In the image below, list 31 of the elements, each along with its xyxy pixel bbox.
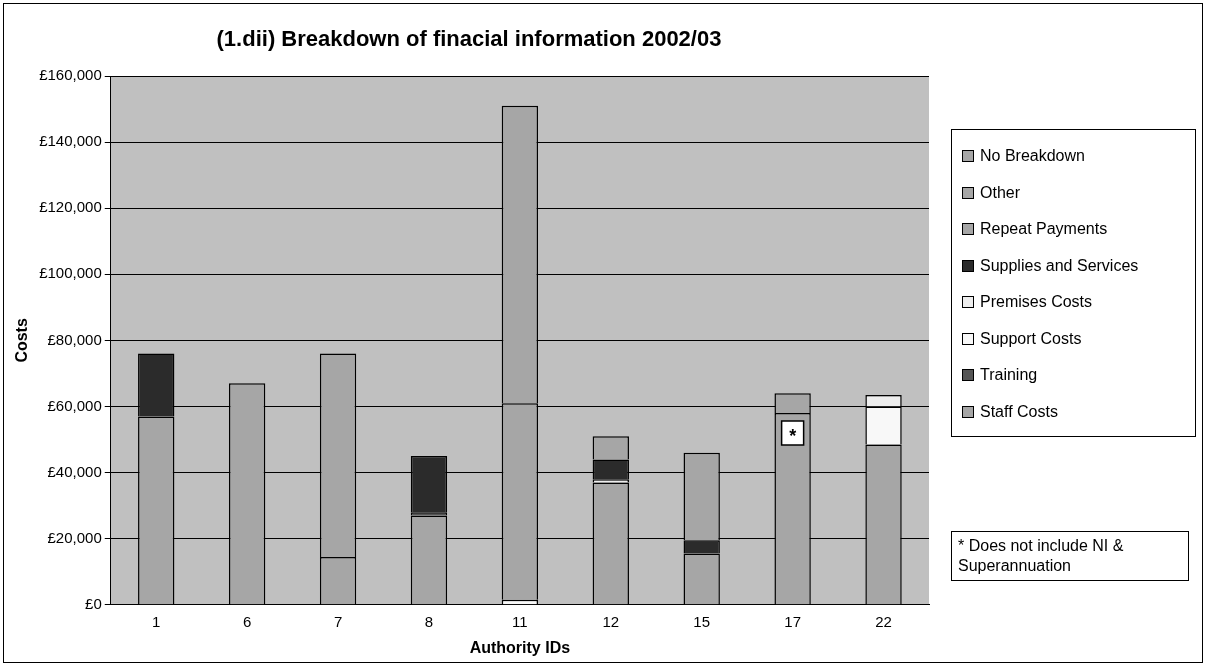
- y-tick-label: £0: [85, 594, 102, 612]
- y-tick-label: £40,000: [47, 462, 102, 480]
- text: * Does not include NI & Superannuation: [951, 531, 1189, 581]
- y-tick-label: £160,000: [39, 66, 102, 84]
- x-axis-title: Authority IDs: [469, 638, 571, 656]
- legend-label: No Breakdown: [980, 147, 1085, 166]
- legend-label: Support Costs: [980, 329, 1082, 348]
- x-tick-label: 1: [152, 612, 161, 630]
- x-tick-label: 8: [424, 612, 434, 630]
- y-tick-label: £120,000: [39, 198, 102, 216]
- x-tick-label: 12: [602, 612, 620, 630]
- legend-label: Repeat Payments: [980, 220, 1108, 239]
- y-tick-label: £20,000: [47, 528, 102, 546]
- y-tick-label: £140,000: [39, 132, 102, 150]
- x-tick-label: 6: [242, 612, 252, 630]
- legend-label: Premises Costs: [980, 293, 1093, 312]
- x-tick-label: 11: [512, 612, 528, 630]
- x-tick-label: 15: [693, 612, 711, 630]
- y-axis-title: Costs: [13, 318, 31, 363]
- legend-label: Supplies and Services: [980, 256, 1139, 275]
- chart-title: (1.dii) Breakdown of finacial information 2002/03: [215, 26, 723, 52]
- legend-label: Other: [980, 183, 1021, 202]
- y-tick-label: £80,000: [47, 330, 102, 348]
- legend-label: Training: [980, 366, 1038, 385]
- y-tick-label: £60,000: [47, 396, 102, 414]
- x-tick-label: 17: [784, 612, 801, 630]
- x-tick-label: 7: [333, 612, 343, 630]
- annotation: *: [789, 425, 797, 446]
- x-tick-label: 22: [875, 612, 892, 630]
- legend-label: Staff Costs: [980, 402, 1058, 421]
- y-tick-label: £100,000: [39, 264, 102, 282]
